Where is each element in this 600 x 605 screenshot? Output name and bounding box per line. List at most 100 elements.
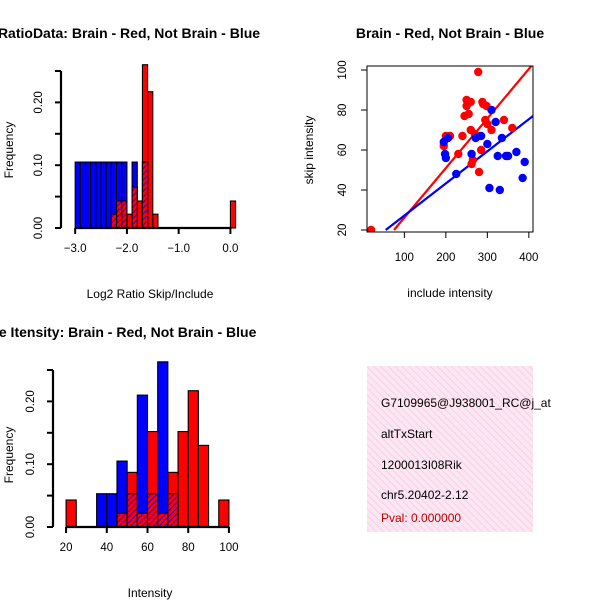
y-tick-label: 100 (337, 60, 349, 79)
gene-hist-title: Gene Itensity: Brain - Red, Not Brain - … (0, 324, 257, 340)
bar-red (152, 213, 159, 229)
bar-red (218, 499, 230, 528)
x-tick-label: −2.0 (116, 243, 139, 255)
x-tick-label: 300 (478, 252, 497, 264)
bar-red (136, 200, 143, 229)
x-tick-label: 40 (100, 542, 113, 554)
point-blue (503, 151, 513, 161)
info-box-background (367, 366, 533, 532)
x-tick-label: −3.0 (64, 243, 87, 255)
point-blue (512, 147, 521, 157)
bar-red (187, 390, 199, 528)
x-tick-label: 100 (219, 542, 238, 554)
scatter-title: Brain - Red, Not Brain - Blue (356, 25, 544, 41)
bar-red (147, 91, 154, 229)
bar-blue (105, 161, 112, 229)
info-box: G7109965@J938001_RC@j_at altTxStart 1200… (367, 366, 551, 532)
scatter-axes: 100 200 300 400 20 40 60 80 100 (337, 60, 538, 264)
point-red (464, 109, 473, 119)
point-blue (443, 133, 453, 143)
scatter-ylabel: skip intensity (302, 116, 316, 185)
point-red (487, 125, 496, 135)
y-tick-label: 0.10 (33, 154, 45, 176)
point-blue (476, 131, 486, 141)
gene-hist-xlabel: Intensity (128, 586, 173, 600)
point-blue (487, 105, 496, 115)
ratio-hist-ylabel: Frequency (2, 122, 16, 179)
scatter-plot-area (367, 66, 533, 232)
x-tick-label: 200 (436, 252, 455, 264)
point-blue (441, 153, 451, 163)
point-blue (467, 149, 476, 159)
bar-red (197, 444, 210, 528)
bar-overlap (146, 493, 159, 528)
point-red (367, 225, 376, 232)
y-tick-label: 0.00 (25, 516, 37, 538)
bar-blue (100, 161, 107, 229)
y-tick-label: 0.20 (25, 390, 37, 412)
point-red (474, 167, 484, 177)
bar-overlap (126, 493, 138, 528)
gene-histogram: Gene Itensity: Brain - Red, Not Brain - … (0, 324, 257, 600)
bar-red (229, 200, 237, 229)
gene-hist-axes: 20 40 60 80 100 0.00 0.10 0.20 (25, 369, 239, 554)
bar-blue (106, 493, 118, 528)
bar-overlap (131, 186, 138, 229)
bar-overlap (121, 200, 128, 229)
point-red (508, 123, 517, 133)
x-tick-label: 0.0 (222, 243, 238, 255)
x-tick-label: 400 (519, 252, 538, 264)
info-pval: Pval: 0.000000 (381, 511, 461, 525)
bar-blue (90, 161, 97, 229)
y-tick-label: 20 (337, 224, 349, 237)
point-blue (518, 173, 527, 183)
bar-overlap (110, 213, 118, 229)
y-tick-label: 0.20 (33, 91, 45, 113)
x-tick-label: −1.0 (167, 243, 190, 255)
bar-overlap (141, 161, 149, 229)
point-blue (520, 157, 529, 167)
point-red (476, 145, 486, 155)
ratio-hist-bars (74, 64, 237, 229)
point-blue (483, 139, 492, 149)
info-event-type: altTxStart (381, 427, 433, 441)
y-tick-label: 40 (337, 184, 349, 197)
fit-line-red (393, 66, 533, 231)
bar-overlap (157, 512, 169, 528)
point-blue (491, 117, 500, 127)
bar-blue (79, 161, 87, 229)
point-red (454, 149, 463, 159)
bar-blue (74, 161, 81, 229)
y-tick-label: 0.00 (33, 217, 45, 239)
bar-red (65, 499, 77, 528)
scatter-xlabel: include intensity (407, 286, 492, 300)
bar-red (177, 430, 189, 528)
point-blue (452, 169, 461, 179)
point-red (466, 97, 475, 107)
point-blue (495, 185, 504, 195)
point-blue (485, 183, 494, 193)
x-tick-label: 80 (182, 542, 195, 554)
x-tick-label: 100 (395, 252, 414, 264)
point-red (499, 115, 509, 125)
bar-blue (84, 161, 92, 229)
ratio-hist-axes: −3.0 −2.0 −1.0 0.0 0.00 0.10 0.20 (33, 70, 238, 255)
info-location: chr5.20402-2.12 (381, 488, 469, 502)
y-tick-label: 60 (337, 144, 349, 157)
bar-overlap (167, 493, 179, 528)
scatter-plot: Brain - Red, Not Brain - Blue include in… (302, 25, 544, 300)
bar-overlap (136, 512, 149, 528)
ratio-hist-xlabel: Log2 Ratio Skip/Include (87, 287, 214, 301)
point-blue (493, 151, 502, 161)
info-probe-id: G7109965@J938001_RC@j_at (381, 396, 551, 410)
bar-blue (96, 493, 108, 528)
ratio-histogram: RatioData: Brain - Red, Not Brain - Blue… (0, 25, 260, 301)
bar-overlap (116, 200, 123, 229)
y-tick-label: 80 (337, 104, 349, 117)
scatter-frame (366, 65, 534, 233)
bar-blue (136, 394, 149, 528)
ratio-hist-title: RatioData: Brain - Red, Not Brain - Blue (0, 25, 260, 41)
bar-blue (157, 361, 169, 528)
point-blue (497, 133, 507, 143)
x-tick-label: 60 (141, 542, 154, 554)
